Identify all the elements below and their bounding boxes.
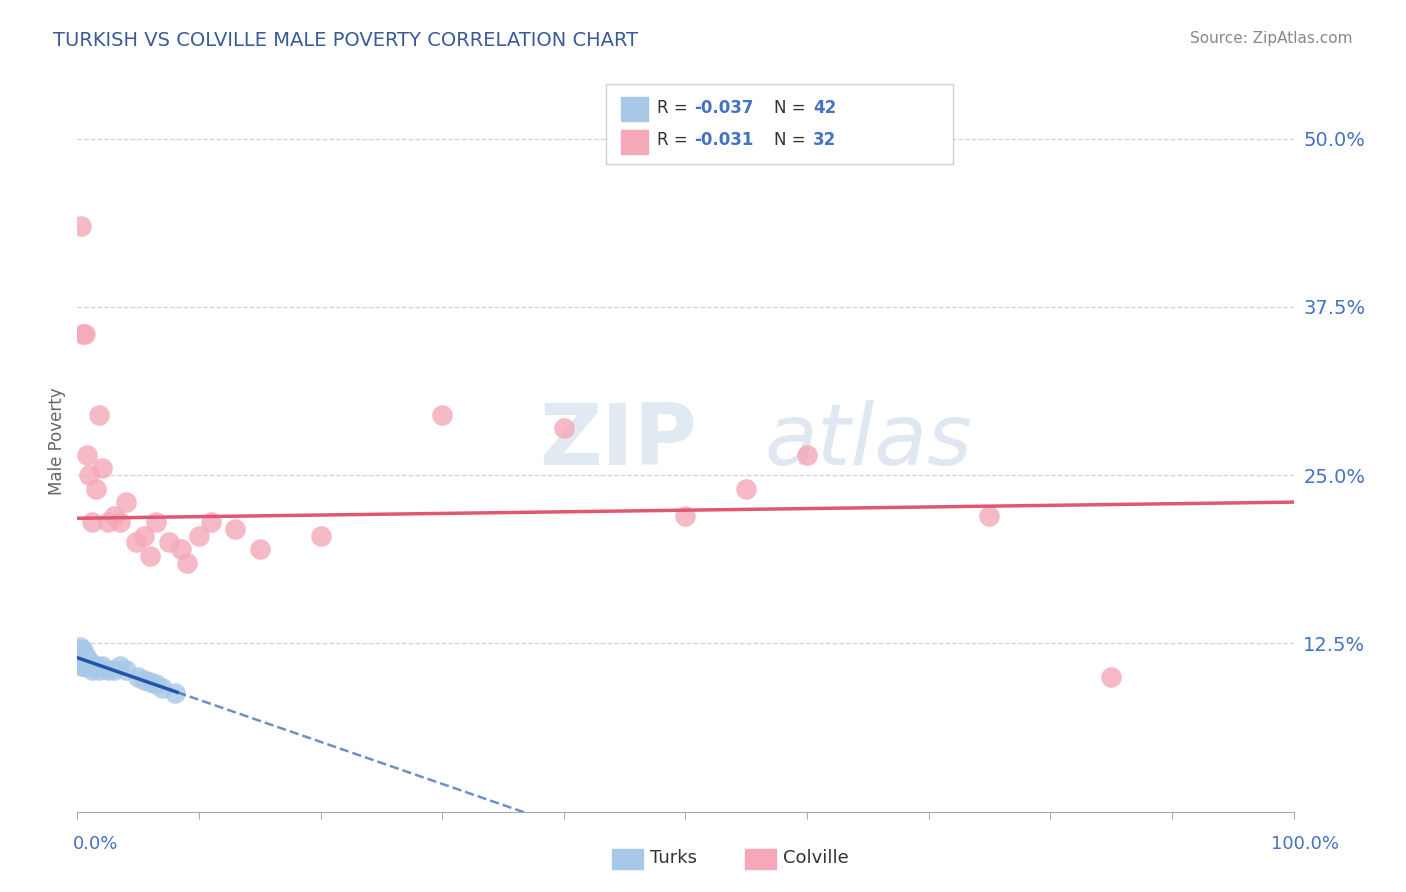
Point [73,648,96,663]
Point [70,659,93,673]
Point [675,508,697,523]
Point [90,659,112,673]
Point [108,516,131,530]
Point [77,659,100,673]
Point [108,659,131,673]
Point [139,549,162,563]
Point [73,659,96,673]
Text: ZIP: ZIP [540,400,697,483]
Text: Colville: Colville [783,849,849,867]
Point [157,535,180,549]
Point [97,516,120,530]
Point [145,677,167,691]
Text: 100.0%: 100.0% [1271,835,1339,853]
Point [89,408,111,422]
Point [70,649,93,664]
Point [89,664,111,678]
Text: R =: R = [658,99,693,117]
Point [76,654,98,668]
Text: R =: R = [658,131,693,149]
Point [80,659,103,673]
Bar [621,97,648,121]
Point [127,670,149,684]
Point [163,686,186,700]
Point [70,219,93,234]
Point [72,326,94,341]
Text: N =: N = [775,99,811,117]
Text: 0.0%: 0.0% [73,835,118,853]
Bar [621,130,648,153]
Point [79,659,101,673]
Point [115,664,138,678]
Point [73,326,96,341]
Point [224,522,246,536]
Point [76,448,98,462]
Point [134,673,156,687]
Point [115,495,138,509]
Point [75,659,97,673]
Text: atlas: atlas [765,400,973,483]
Point [103,664,125,678]
Point [72,659,94,673]
Point [72,643,94,657]
Point [170,542,193,557]
Point [70,649,93,664]
Point [73,654,96,668]
Text: -0.037: -0.037 [695,99,754,117]
Point [79,654,101,668]
Text: 32: 32 [813,131,837,149]
Text: 42: 42 [813,99,837,117]
Point [188,529,211,543]
Point [134,529,156,543]
Point [79,468,101,483]
Point [200,516,222,530]
Y-axis label: Male Poverty: Male Poverty [48,388,66,495]
Point [69,646,91,660]
Point [77,654,100,668]
Point [80,664,103,678]
Point [103,508,125,523]
Point [249,542,271,557]
Point [139,675,162,690]
Point [84,482,107,496]
Text: TURKISH VS COLVILLE MALE POVERTY CORRELATION CHART: TURKISH VS COLVILLE MALE POVERTY CORRELA… [53,31,638,50]
Point [553,421,575,435]
Point [70,654,93,668]
Point [430,408,453,422]
Point [125,535,148,549]
Point [176,556,198,570]
Point [84,659,107,673]
Point [70,643,93,657]
FancyBboxPatch shape [606,84,953,164]
Point [69,640,91,655]
Point [72,657,94,671]
Point [796,448,818,462]
Text: -0.031: -0.031 [695,131,754,149]
Text: Source: ZipAtlas.com: Source: ZipAtlas.com [1189,31,1353,46]
Point [735,482,758,496]
Point [979,508,1001,523]
Point [82,659,104,673]
Point [72,648,94,663]
Text: Turks: Turks [650,849,696,867]
Point [80,516,103,530]
Point [1099,670,1122,684]
Point [152,681,174,695]
Point [70,646,93,660]
Text: N =: N = [775,131,811,149]
Point [76,659,98,673]
Point [145,516,167,530]
Point [97,664,120,678]
Point [309,529,332,543]
Point [70,654,93,668]
Point [90,461,112,475]
Point [75,649,97,664]
Point [75,654,97,668]
Point [72,652,94,666]
